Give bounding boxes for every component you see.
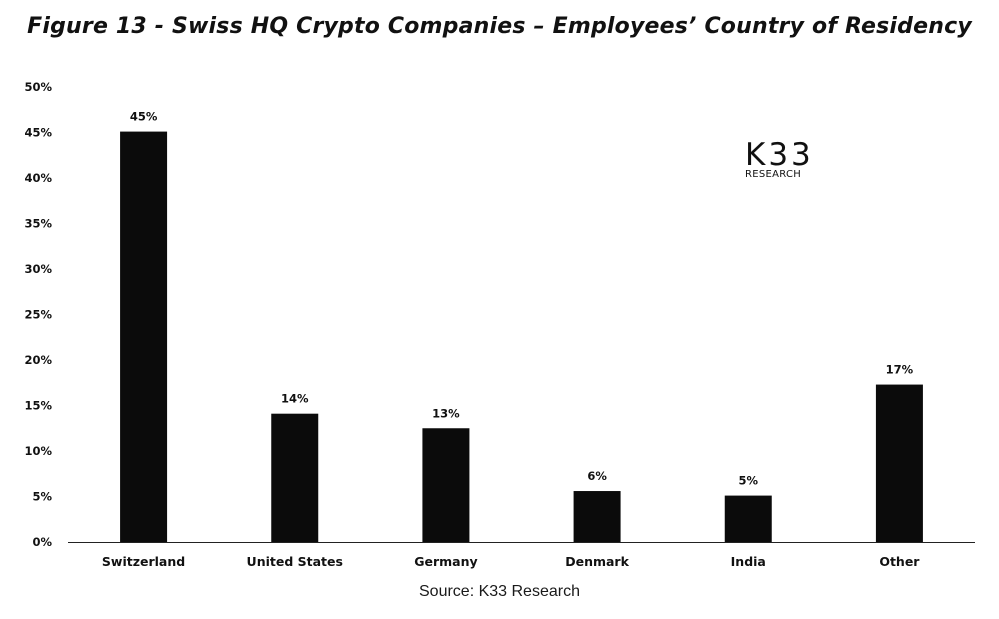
y-tick-label: 25% bbox=[24, 308, 52, 322]
y-tick-label: 5% bbox=[32, 490, 52, 504]
y-tick-label: 15% bbox=[24, 399, 52, 413]
y-tick-label: 30% bbox=[24, 262, 52, 276]
x-tick-label: Switzerland bbox=[102, 554, 185, 569]
x-tick-label: Germany bbox=[414, 554, 477, 569]
chart-title: Figure 13 - Swiss HQ Crypto Companies – … bbox=[27, 14, 972, 39]
y-tick-label: 10% bbox=[24, 444, 52, 458]
bar-denmark bbox=[573, 491, 621, 542]
bar-germany bbox=[422, 428, 470, 542]
bar-other bbox=[875, 384, 923, 542]
y-tick-label: 35% bbox=[24, 217, 52, 231]
bar-data-label: 5% bbox=[738, 474, 758, 488]
y-tick-label: 0% bbox=[32, 535, 52, 549]
y-axis-tick-labels: 0% 5% 10% 15% 20% 25% 30% 35% 40% 45% 50% bbox=[24, 80, 52, 549]
bar-switzerland bbox=[120, 131, 168, 542]
bar-data-label: 6% bbox=[587, 469, 607, 483]
bar-data-label: 45% bbox=[130, 110, 158, 124]
y-tick-label: 40% bbox=[24, 171, 52, 185]
x-tick-label: India bbox=[731, 554, 766, 569]
y-tick-label: 50% bbox=[24, 80, 52, 94]
bar-data-labels: 45% 14% 13% 6% 5% 17% bbox=[130, 110, 914, 488]
bars bbox=[120, 131, 923, 542]
logo-sub-text: RESEARCH bbox=[745, 169, 802, 180]
y-tick-label: 20% bbox=[24, 353, 52, 367]
y-tick-label: 45% bbox=[24, 126, 52, 140]
bar-india bbox=[724, 495, 772, 542]
bar-united-states bbox=[271, 413, 319, 542]
bar-data-label: 13% bbox=[432, 406, 460, 420]
x-tick-label: United States bbox=[247, 554, 343, 569]
source-note: Source: K33 Research bbox=[419, 583, 580, 600]
x-tick-label: Other bbox=[879, 554, 920, 569]
k33-research-logo: K33 RESEARCH bbox=[745, 140, 814, 180]
x-axis-tick-labels: Switzerland United States Germany Denmark In… bbox=[102, 554, 920, 569]
x-tick-label: Denmark bbox=[565, 554, 629, 569]
bar-data-label: 17% bbox=[886, 363, 914, 377]
bar-data-label: 14% bbox=[281, 392, 309, 406]
logo-main-text: K33 bbox=[745, 137, 814, 173]
